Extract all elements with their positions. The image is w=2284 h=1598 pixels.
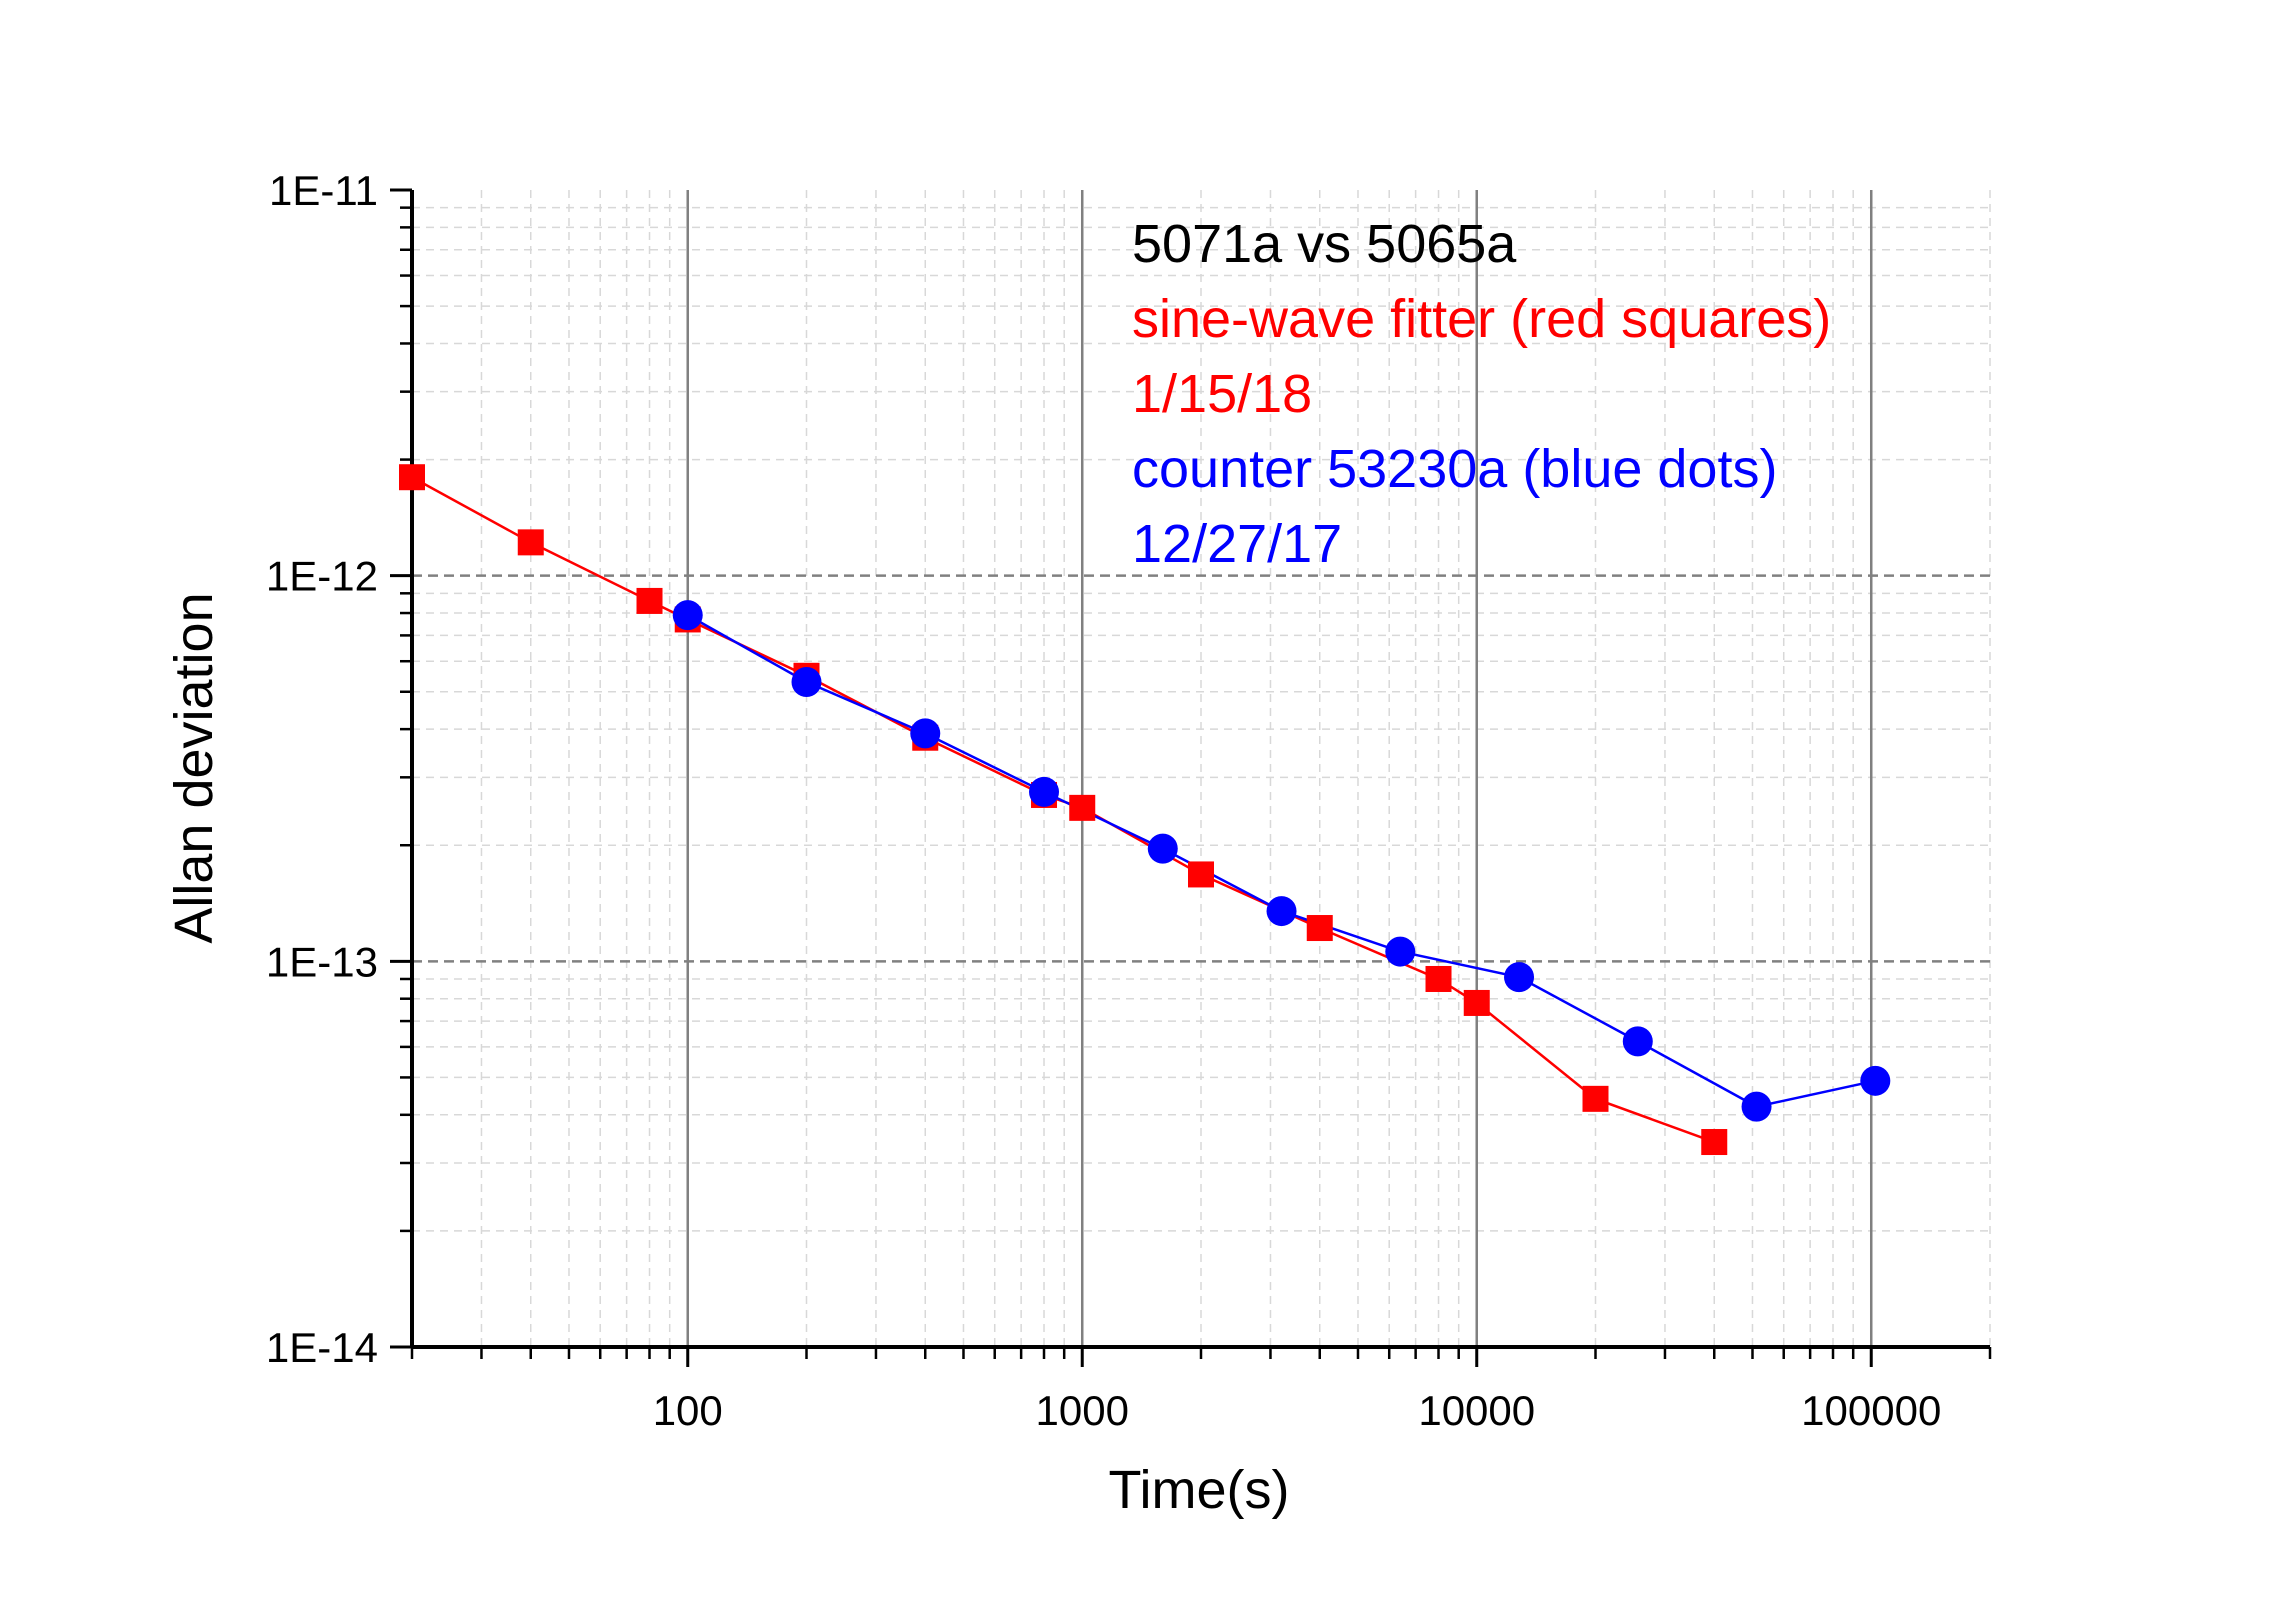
annotation-blue-series: counter 53230a (blue dots): [1132, 439, 1777, 499]
red-square-point: [1701, 1129, 1728, 1156]
series-line-1: [687, 614, 1876, 1108]
axis-ticks: [390, 188, 1992, 1367]
red-square-point: [399, 464, 425, 491]
blue-dot-point: [1622, 1026, 1653, 1057]
x-tick-label: 100000: [1801, 1387, 1941, 1434]
series-markers: [399, 464, 1891, 1156]
blue-dot-point: [672, 600, 703, 631]
red-square-point: [1069, 794, 1096, 821]
y-axis-title: Allan deviation: [164, 592, 224, 943]
red-square-point: [1306, 915, 1333, 942]
blue-dot-point: [1266, 896, 1297, 927]
blue-dot-point: [1029, 776, 1060, 807]
tick-labels: 100 1000 10000 100000 1E-14 1E-13 1E-12 1E-11: [266, 167, 1941, 1434]
x-tick-label: 10000: [1418, 1387, 1535, 1434]
y-tick-label: 1E-14: [266, 1324, 378, 1371]
blue-dot-point: [1147, 833, 1178, 864]
x-tick-label: 100: [653, 1387, 723, 1434]
red-square-point: [1188, 861, 1214, 888]
red-square-point: [636, 587, 663, 614]
minor-grid: [411, 190, 1991, 1347]
y-tick-label: 1E-11: [269, 167, 378, 214]
blue-dot-point: [791, 667, 822, 698]
blue-dot-point: [1504, 962, 1535, 993]
annotation-blue-date: 12/27/17: [1132, 514, 1342, 574]
red-square-point: [1425, 965, 1452, 992]
y-tick-label: 1E-13: [266, 938, 378, 985]
red-square-point: [1463, 989, 1490, 1016]
blue-dot-point: [1860, 1065, 1891, 1096]
red-square-point: [517, 529, 544, 556]
red-square-point: [1582, 1085, 1609, 1112]
x-axis-title: Time(s): [1109, 1460, 1290, 1520]
series-lines: [411, 476, 1876, 1144]
x-tick-label: 1000: [1036, 1387, 1129, 1434]
series-line-0: [411, 476, 1715, 1144]
blue-dot-point: [1741, 1091, 1772, 1122]
y-tick-label: 1E-12: [266, 553, 378, 600]
blue-dot-point: [1385, 936, 1416, 967]
major-grid: [412, 190, 1990, 1347]
blue-dot-point: [910, 718, 941, 749]
annotation-title: 5071a vs 5065a: [1132, 214, 1517, 274]
annotation-red-date: 1/15/18: [1132, 364, 1312, 424]
annotation-red-series: sine-wave fitter (red squares): [1132, 289, 1831, 349]
